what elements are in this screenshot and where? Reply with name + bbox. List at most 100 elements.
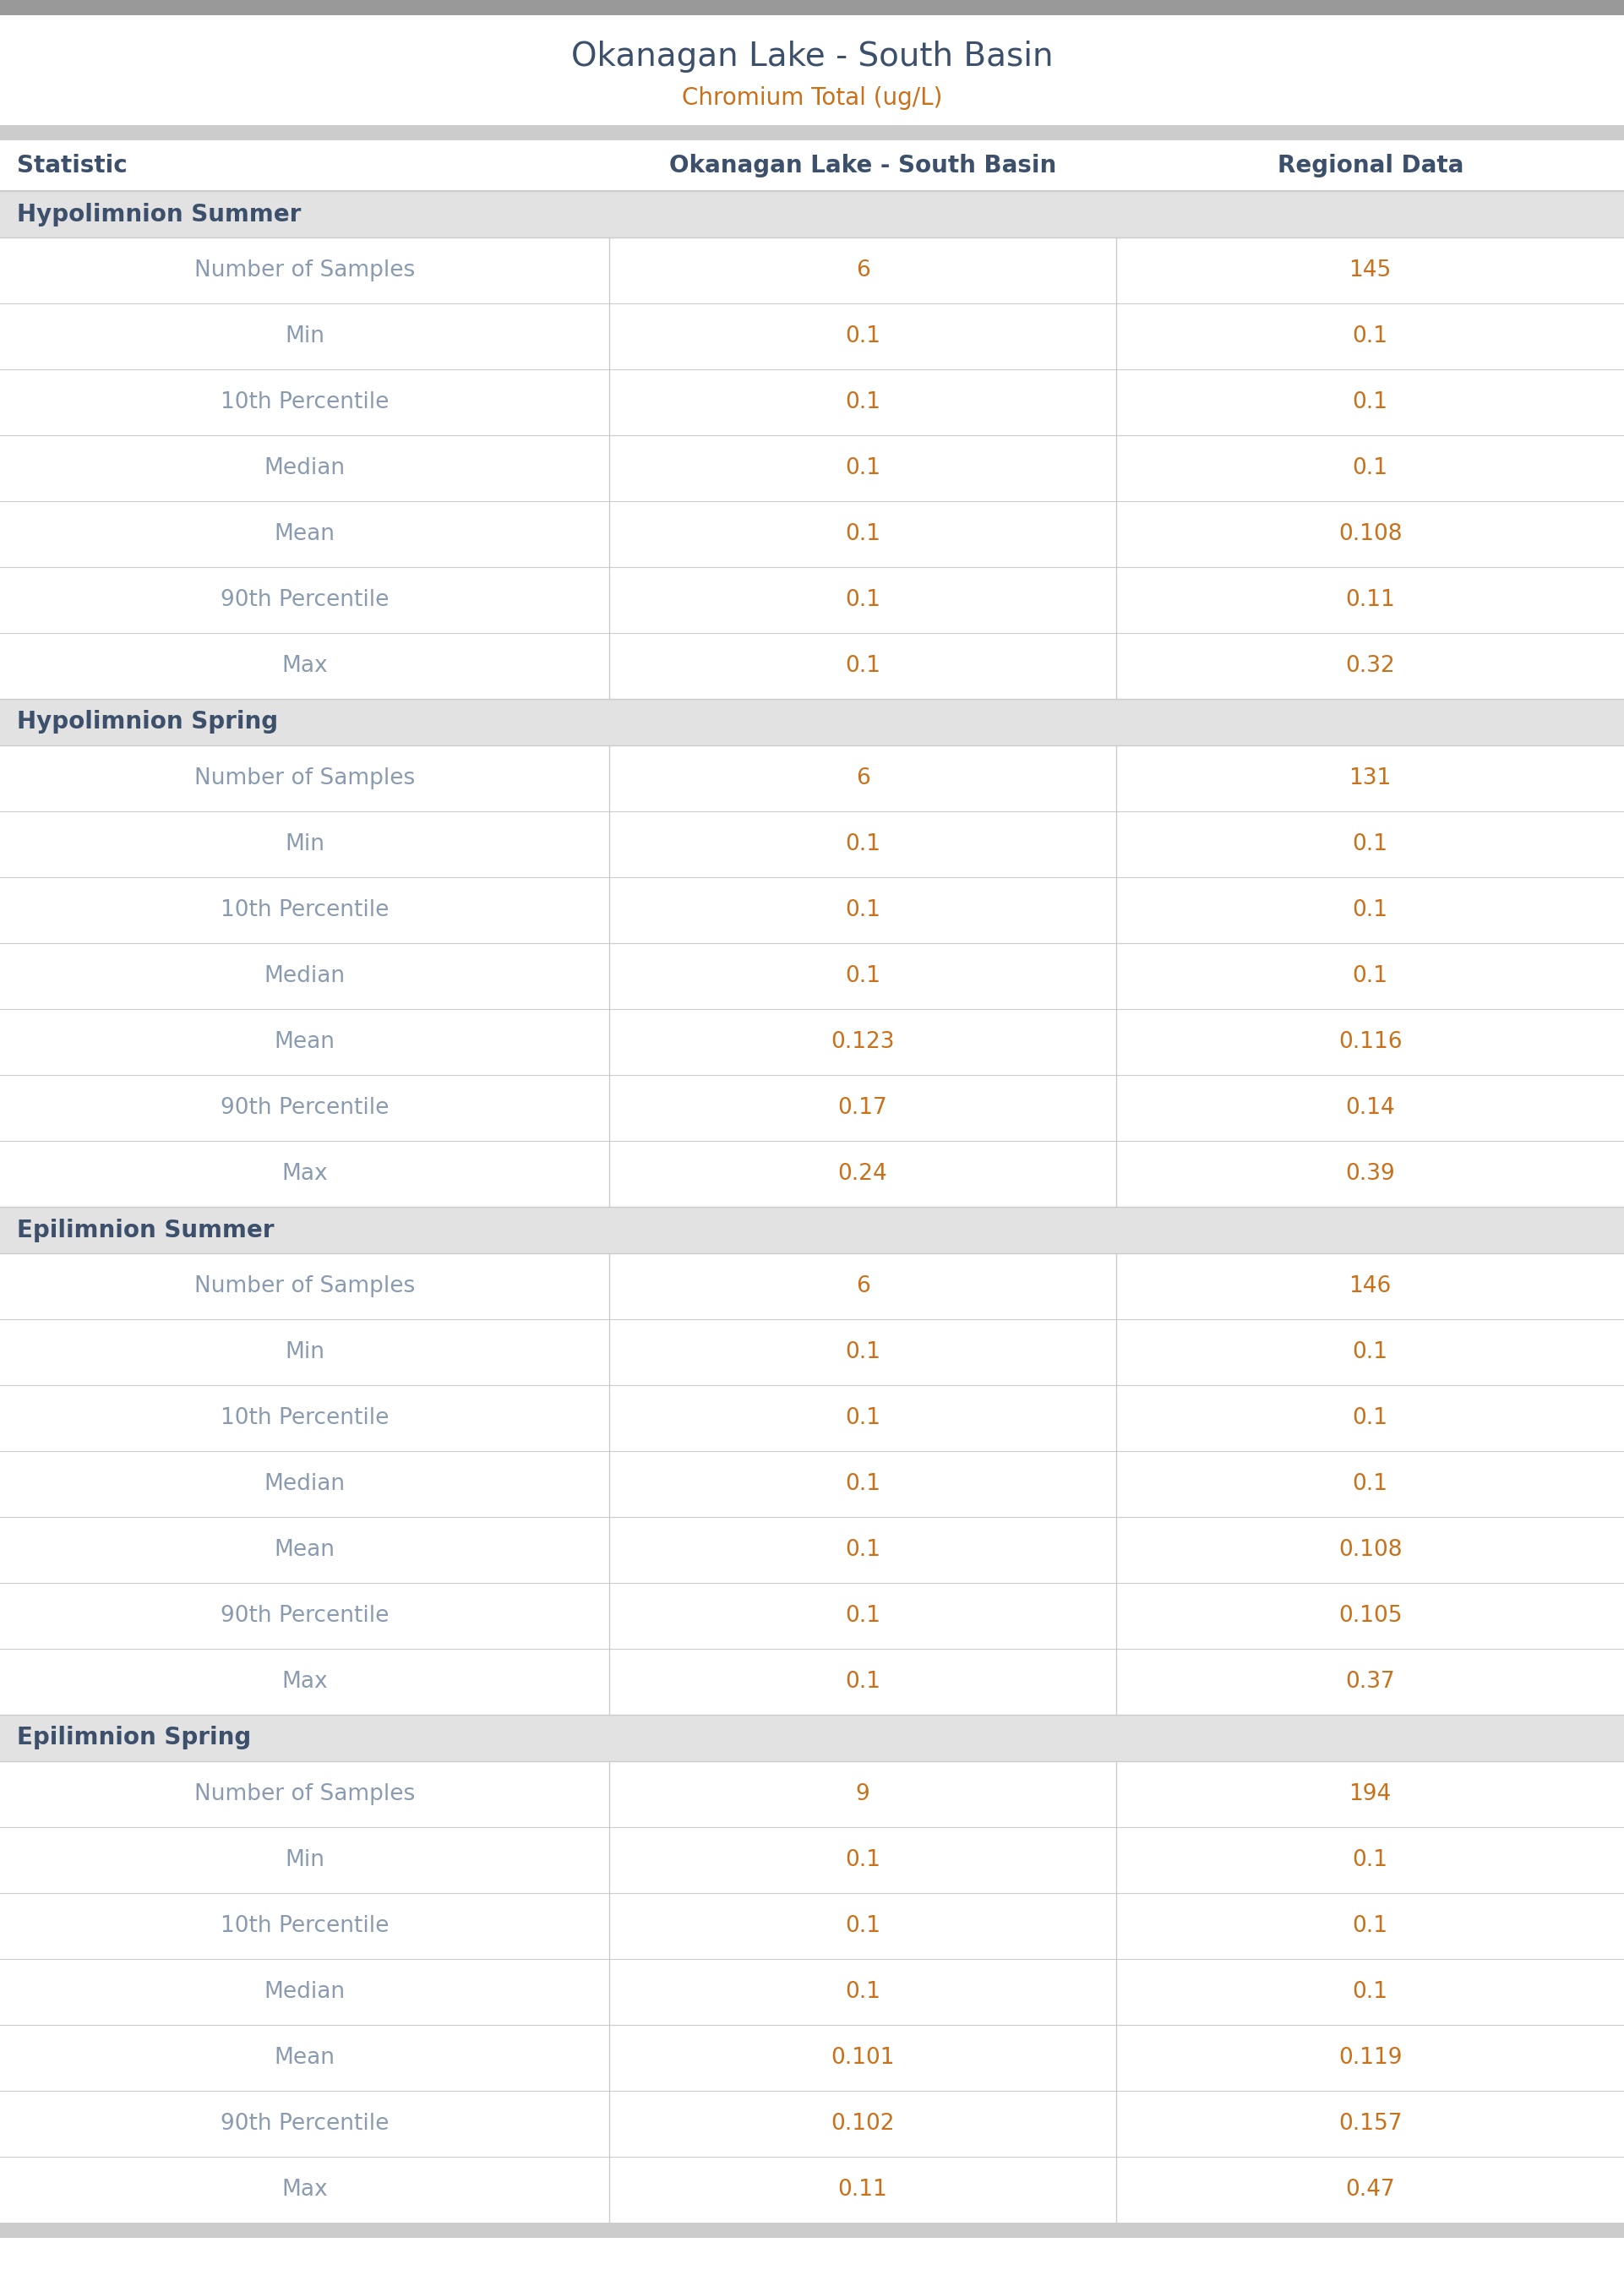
Text: 0.1: 0.1 (1353, 325, 1389, 347)
Text: 145: 145 (1350, 259, 1392, 281)
Text: Statistic: Statistic (16, 154, 127, 177)
Text: 0.39: 0.39 (1345, 1162, 1395, 1185)
Text: 0.1: 0.1 (844, 390, 880, 413)
Bar (0, 2156, 1624, 2222)
Text: 0.1: 0.1 (1353, 1982, 1389, 2002)
Text: Min: Min (284, 1342, 325, 1364)
Text: Okanagan Lake - South Basin: Okanagan Lake - South Basin (669, 154, 1056, 177)
Text: 0.102: 0.102 (831, 2113, 895, 2134)
Text: 0.119: 0.119 (1338, 2048, 1402, 2068)
Bar (0, 125, 1624, 141)
Text: Chromium Total (ug/L): Chromium Total (ug/L) (682, 86, 942, 109)
Text: 0.1: 0.1 (1353, 1407, 1389, 1430)
Text: 0.116: 0.116 (1338, 1031, 1402, 1053)
Text: 6: 6 (856, 1276, 870, 1296)
Text: 90th Percentile: 90th Percentile (221, 1605, 388, 1628)
Text: 0.1: 0.1 (844, 1605, 880, 1628)
Text: 0.1: 0.1 (844, 1342, 880, 1364)
Text: Number of Samples: Number of Samples (195, 1276, 414, 1296)
Text: 0.1: 0.1 (844, 1916, 880, 1936)
Text: 146: 146 (1350, 1276, 1392, 1296)
Text: Max: Max (281, 2179, 328, 2200)
Text: 0.108: 0.108 (1338, 522, 1402, 545)
Text: 0.1: 0.1 (1353, 1850, 1389, 1870)
Bar (0, 699, 1624, 745)
Bar (0, 436, 1624, 502)
Text: 0.1: 0.1 (1353, 1342, 1389, 1364)
Text: Hypolimnion Spring: Hypolimnion Spring (16, 711, 278, 733)
Bar (0, 1253, 1624, 1319)
Text: 194: 194 (1350, 1784, 1392, 1805)
Bar (0, 1827, 1624, 1893)
Bar (0, 1010, 1624, 1076)
Text: 10th Percentile: 10th Percentile (221, 390, 388, 413)
Text: 0.123: 0.123 (831, 1031, 895, 1053)
Text: Regional Data: Regional Data (1276, 154, 1463, 177)
Text: 6: 6 (856, 259, 870, 281)
Text: Mean: Mean (274, 1539, 335, 1562)
Bar (0, 1959, 1624, 2025)
Text: Max: Max (281, 656, 328, 676)
Bar (0, 1714, 1624, 1762)
Text: Mean: Mean (274, 522, 335, 545)
Bar (0, 502, 1624, 568)
Text: Min: Min (284, 833, 325, 856)
Bar (0, 1451, 1624, 1516)
Text: Min: Min (284, 1850, 325, 1870)
Text: 9: 9 (856, 1784, 870, 1805)
Bar (0, 1762, 1624, 1827)
Text: 6: 6 (856, 767, 870, 790)
Text: Number of Samples: Number of Samples (195, 767, 414, 790)
Text: 0.1: 0.1 (844, 965, 880, 987)
Text: 0.17: 0.17 (838, 1096, 888, 1119)
Text: 0.1: 0.1 (844, 833, 880, 856)
Bar (0, 568, 1624, 633)
Text: Okanagan Lake - South Basin: Okanagan Lake - South Basin (572, 41, 1052, 73)
Text: 0.14: 0.14 (1345, 1096, 1395, 1119)
Text: 0.1: 0.1 (844, 1982, 880, 2002)
Text: 0.1: 0.1 (1353, 1916, 1389, 1936)
Text: Median: Median (263, 456, 346, 479)
Text: Mean: Mean (274, 2048, 335, 2068)
Text: 0.1: 0.1 (844, 1850, 880, 1870)
Bar (0, 0, 1624, 16)
Text: Median: Median (263, 1982, 346, 2002)
Bar (0, 810, 1624, 876)
Bar (0, 16, 1624, 125)
Text: 0.1: 0.1 (844, 899, 880, 922)
Text: Median: Median (263, 1473, 346, 1496)
Text: 0.1: 0.1 (1353, 833, 1389, 856)
Text: 90th Percentile: 90th Percentile (221, 2113, 388, 2134)
Bar (0, 238, 1624, 304)
Text: 10th Percentile: 10th Percentile (221, 899, 388, 922)
Text: 0.157: 0.157 (1338, 2113, 1402, 2134)
Text: 0.1: 0.1 (1353, 899, 1389, 922)
Text: 0.1: 0.1 (844, 1473, 880, 1496)
Bar (0, 1385, 1624, 1451)
Text: 0.1: 0.1 (844, 1539, 880, 1562)
Text: Median: Median (263, 965, 346, 987)
Text: Max: Max (281, 1162, 328, 1185)
Text: 0.1: 0.1 (844, 325, 880, 347)
Text: 0.1: 0.1 (844, 456, 880, 479)
Bar (0, 141, 1624, 191)
Text: 0.105: 0.105 (1338, 1605, 1402, 1628)
Text: 0.1: 0.1 (844, 1671, 880, 1693)
Bar (0, 633, 1624, 699)
Bar (0, 1319, 1624, 1385)
Bar (0, 1208, 1624, 1253)
Text: Hypolimnion Summer: Hypolimnion Summer (16, 202, 300, 227)
Text: 0.1: 0.1 (1353, 390, 1389, 413)
Text: 90th Percentile: 90th Percentile (221, 1096, 388, 1119)
Text: 0.1: 0.1 (844, 522, 880, 545)
Bar (0, 2025, 1624, 2091)
Text: 0.24: 0.24 (838, 1162, 888, 1185)
Text: 0.1: 0.1 (844, 588, 880, 611)
Text: 0.1: 0.1 (844, 656, 880, 676)
Bar (0, 2091, 1624, 2156)
Text: Epilimnion Spring: Epilimnion Spring (16, 1725, 252, 1750)
Text: 0.32: 0.32 (1345, 656, 1395, 676)
Text: Max: Max (281, 1671, 328, 1693)
Text: 90th Percentile: 90th Percentile (221, 588, 388, 611)
Bar (0, 1076, 1624, 1142)
